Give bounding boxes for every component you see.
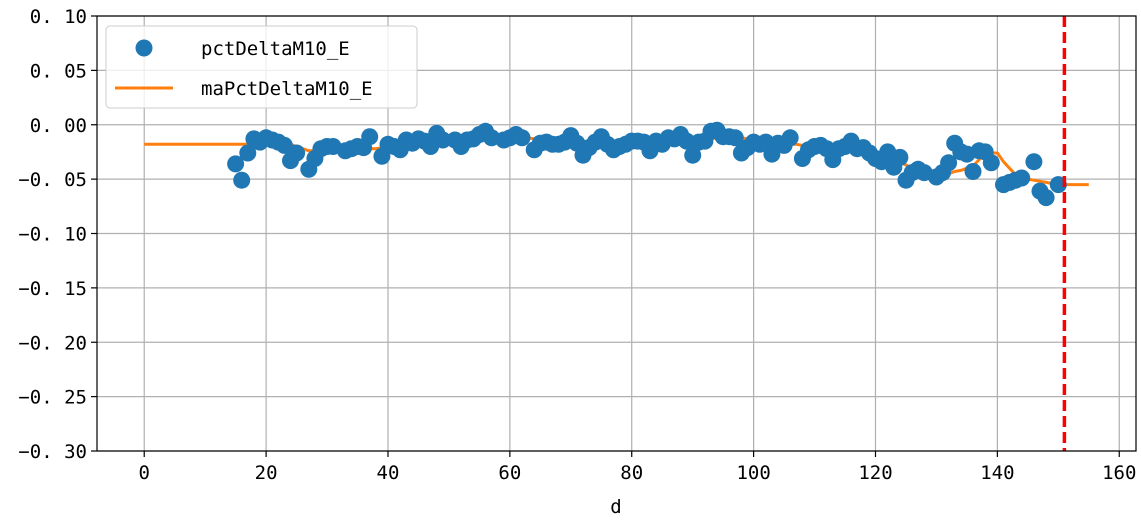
scatter-point bbox=[678, 132, 696, 150]
legend-label-scatter: pctDeltaM10_E bbox=[201, 38, 350, 60]
x-tick-label: 40 bbox=[377, 462, 400, 484]
scatter-point bbox=[726, 129, 744, 147]
x-tick-label: 120 bbox=[858, 462, 892, 484]
x-tick-label: 80 bbox=[620, 462, 643, 484]
scatter-point bbox=[684, 146, 702, 164]
scatter-point bbox=[1025, 153, 1043, 171]
scatter-point bbox=[513, 129, 531, 147]
scatter-point bbox=[1013, 169, 1031, 187]
y-tick-label: −0. 20 bbox=[18, 332, 87, 354]
y-tick-label: −0. 15 bbox=[18, 278, 87, 300]
scatter-point bbox=[982, 154, 1000, 172]
y-tick-label: 0. 10 bbox=[30, 6, 87, 28]
scatter-point bbox=[891, 148, 909, 166]
scatter-point bbox=[434, 131, 452, 149]
legend-marker-scatter bbox=[135, 39, 153, 57]
y-tick-label: −0. 25 bbox=[18, 387, 87, 409]
x-tick-label: 20 bbox=[255, 462, 278, 484]
x-tick-label: 140 bbox=[980, 462, 1014, 484]
scatter-point bbox=[361, 128, 379, 146]
y-tick-label: −0. 30 bbox=[18, 441, 87, 463]
y-tick-label: 0. 05 bbox=[30, 60, 87, 82]
scatter-point bbox=[227, 155, 245, 173]
y-tick-label: 0. 00 bbox=[30, 115, 87, 137]
x-tick-label: 60 bbox=[498, 462, 521, 484]
scatter-point bbox=[239, 144, 257, 162]
x-tick-label: 100 bbox=[736, 462, 770, 484]
scatter-point bbox=[940, 154, 958, 172]
legend-label-line: maPctDeltaM10_E bbox=[201, 78, 373, 100]
scatter-point bbox=[275, 136, 293, 154]
legend: pctDeltaM10_E maPctDeltaM10_E bbox=[105, 25, 418, 109]
scatter-point bbox=[288, 144, 306, 162]
x-axis-label: d bbox=[610, 496, 621, 518]
scatter-layer bbox=[227, 121, 1067, 207]
y-tick-label: −0. 10 bbox=[18, 224, 87, 246]
legend-box bbox=[105, 25, 418, 109]
y-tick-label: −0. 05 bbox=[18, 169, 87, 191]
x-tick-label: 0 bbox=[139, 462, 150, 484]
scatter-point bbox=[1037, 189, 1055, 207]
axis-ticks: 0 20 40 60 80 100 120 140 160 0. 10 0. 05 0. 00 −0. … bbox=[18, 6, 1136, 484]
x-tick-label: 160 bbox=[1102, 462, 1136, 484]
scatter-point bbox=[233, 171, 251, 189]
scatter-point bbox=[964, 163, 982, 180]
scatter-point bbox=[781, 129, 799, 147]
scatter-point bbox=[1049, 176, 1067, 194]
